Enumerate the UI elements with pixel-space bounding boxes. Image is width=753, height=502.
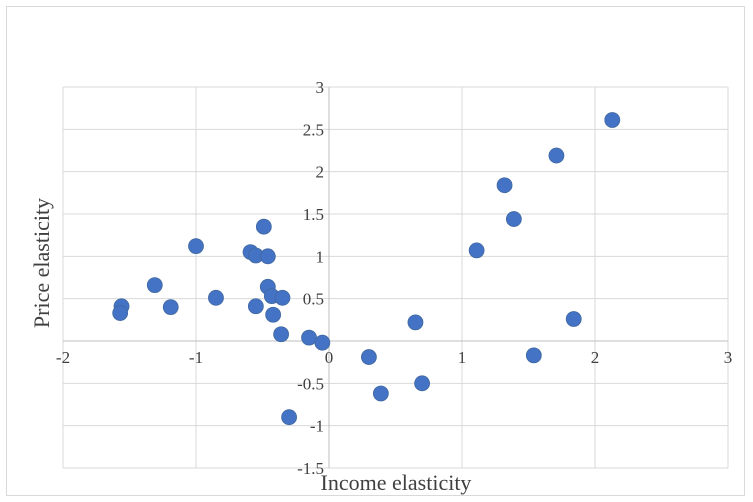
- data-point: [496, 177, 513, 194]
- x-tick-label: 2: [591, 348, 600, 367]
- x-tick-label: 0: [325, 348, 334, 367]
- data-point: [505, 211, 522, 227]
- y-tick-label: -1: [310, 417, 324, 436]
- data-point: [274, 289, 291, 306]
- chart-area-border: [6, 6, 745, 496]
- data-point: [360, 349, 377, 365]
- data-point: [468, 242, 485, 259]
- data-point: [273, 326, 290, 343]
- data-point: [265, 306, 282, 323]
- data-point: [525, 347, 542, 364]
- axes: [63, 87, 728, 468]
- y-axis-title: Price elasticity: [29, 198, 54, 328]
- y-tick-label: 2.5: [303, 120, 324, 139]
- y-tick-label: 1.5: [303, 205, 324, 224]
- y-tick-label: 3: [316, 78, 325, 97]
- data-point: [314, 334, 331, 351]
- data-point: [548, 147, 565, 164]
- data-point: [565, 311, 582, 327]
- x-tick-label: -1: [189, 348, 203, 367]
- data-points: [112, 112, 621, 426]
- data-point: [112, 305, 129, 321]
- y-tick-label: 2: [316, 163, 325, 182]
- data-point: [372, 385, 389, 402]
- data-point: [301, 329, 317, 346]
- data-point: [208, 289, 224, 306]
- x-tick-label: -2: [56, 348, 70, 367]
- x-axis-title: Income elasticity: [321, 470, 472, 495]
- data-point: [604, 112, 621, 128]
- data-point: [255, 218, 272, 235]
- y-tick-label: -1.5: [297, 459, 324, 478]
- data-point: [259, 248, 276, 265]
- data-point: [188, 238, 204, 255]
- x-tick-label: 1: [458, 348, 467, 367]
- data-point: [407, 314, 424, 331]
- data-point: [247, 298, 264, 315]
- y-tick-label: 1: [316, 247, 325, 266]
- data-point: [146, 277, 163, 294]
- y-tick-label: 0.5: [303, 290, 324, 309]
- data-point: [162, 299, 179, 316]
- y-tick-label: -0.5: [297, 374, 324, 393]
- data-point: [414, 375, 431, 392]
- x-tick-label: 3: [724, 348, 733, 367]
- data-point: [281, 409, 298, 426]
